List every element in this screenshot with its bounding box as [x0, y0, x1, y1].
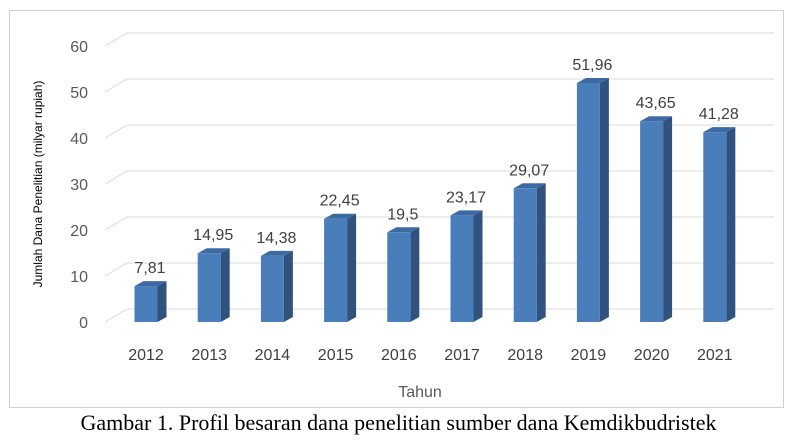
- y-tick-label: 0: [79, 315, 88, 332]
- bar: [703, 132, 727, 322]
- gridline-depth: [104, 78, 128, 93]
- bar-top: [260, 250, 293, 256]
- y-tick-label: 20: [70, 223, 88, 240]
- x-axis-label: Tahun: [398, 384, 442, 401]
- bar: [513, 188, 537, 322]
- bar-top: [640, 116, 673, 122]
- y-tick-labels: 0 10 20 30 40 50 60: [70, 39, 88, 332]
- y-tick-label: 10: [70, 269, 88, 286]
- bars: [134, 77, 736, 323]
- bar-side: [536, 183, 546, 322]
- y-axis-label: Jumlah Dana Penelitian (milyar rupiah): [31, 81, 45, 288]
- bar-top: [450, 210, 483, 216]
- bar: [324, 218, 348, 322]
- data-label: 19,5: [387, 206, 418, 223]
- data-label: 41,28: [699, 106, 739, 123]
- bar: [640, 121, 664, 323]
- x-tick-labels: 2012 2013 2014 2015 2016 2017 2018 2019 2020 2021: [128, 347, 732, 364]
- data-label: 7,81: [134, 260, 165, 277]
- bar: [576, 82, 600, 322]
- gridline-depth: [104, 262, 128, 277]
- bar-top: [387, 227, 420, 233]
- gridline-depth: [104, 216, 128, 231]
- bar: [197, 253, 221, 322]
- bar-top: [513, 183, 546, 189]
- y-tick-label: 40: [70, 131, 88, 148]
- data-label: 14,38: [256, 230, 296, 247]
- y-tick-label: 30: [70, 177, 88, 194]
- bar: [450, 215, 474, 322]
- gridline-depth: [104, 124, 128, 139]
- bar-top: [134, 281, 167, 287]
- y-tick-label: 50: [70, 85, 88, 102]
- bar-side: [220, 248, 230, 322]
- x-tick-label: 2014: [255, 347, 291, 364]
- figure-caption: Gambar 1. Profil besaran dana penelitian…: [80, 410, 717, 435]
- bar: [134, 286, 158, 322]
- data-labels: 7,81 14,95 14,38 22,45 19,5 23,17 29,07 51,96 43…: [134, 57, 738, 277]
- bar-side: [599, 77, 609, 322]
- x-tick-label: 2019: [571, 347, 607, 364]
- bar-top: [324, 213, 357, 219]
- bar-top: [576, 77, 609, 83]
- gridline-depth: [104, 32, 128, 47]
- x-tick-label: 2017: [444, 347, 480, 364]
- bar: [260, 255, 284, 322]
- bar-side: [726, 127, 736, 322]
- bar: [387, 232, 411, 322]
- bar-side: [283, 250, 293, 322]
- data-label: 51,96: [572, 57, 612, 74]
- bar-top: [197, 248, 230, 254]
- x-tick-label: 2015: [318, 347, 354, 364]
- bar-side: [473, 210, 483, 322]
- data-label: 14,95: [193, 227, 233, 244]
- gridline-depth: [104, 308, 128, 323]
- x-tick-label: 2013: [191, 347, 227, 364]
- data-label: 29,07: [509, 162, 549, 179]
- bar-top: [703, 127, 736, 133]
- bar-chart: 0 10 20 30 40 50 60 7,81 14,95 14,38 22,45 19,5 23,…: [31, 32, 774, 401]
- data-label: 22,45: [320, 193, 360, 210]
- bar-side: [347, 213, 357, 322]
- x-tick-label: 2018: [507, 347, 543, 364]
- gridline-depth: [104, 170, 128, 185]
- y-tick-label: 60: [70, 39, 88, 56]
- bar-side: [663, 116, 673, 323]
- x-tick-label: 2016: [381, 347, 417, 364]
- x-tick-label: 2020: [634, 347, 670, 364]
- data-label: 23,17: [446, 189, 486, 206]
- x-tick-label: 2012: [128, 347, 164, 364]
- x-tick-label: 2021: [697, 347, 733, 364]
- bar-side: [410, 227, 420, 322]
- data-label: 43,65: [636, 95, 676, 112]
- bar-side: [157, 281, 167, 322]
